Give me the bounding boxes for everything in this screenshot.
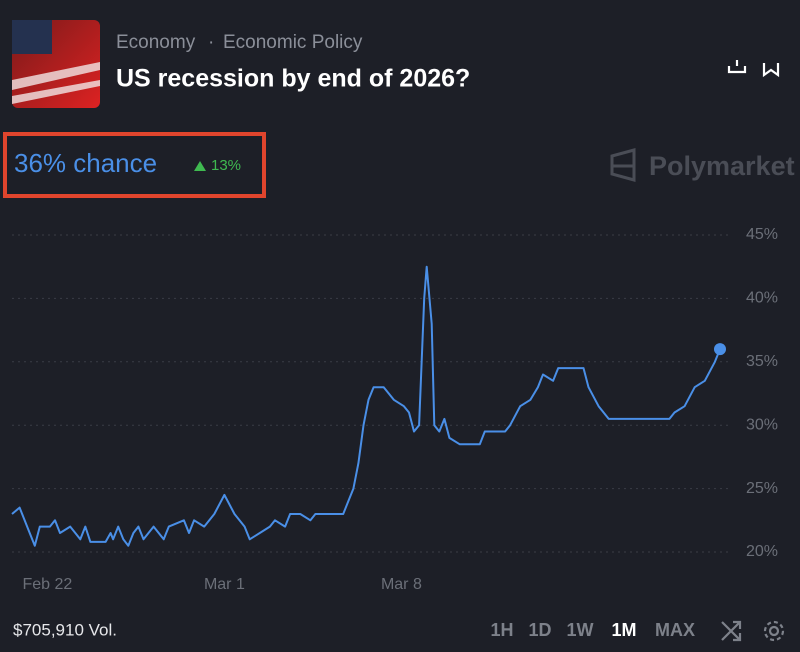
y-tick-label: 20% (746, 543, 778, 560)
brand-logo (610, 148, 636, 182)
y-tick-label: 35% (746, 353, 778, 370)
price-line (11, 265, 721, 547)
x-tick-label: Mar 1 (204, 576, 245, 593)
highlight-box (3, 132, 266, 198)
range-button[interactable]: 1D (528, 620, 551, 640)
range-button[interactable]: 1M (611, 620, 636, 640)
separator: · (208, 32, 214, 53)
current-point (714, 343, 726, 356)
y-tick-label: 45% (746, 226, 778, 243)
up-arrow (194, 161, 206, 171)
change: 13% (211, 157, 241, 174)
category[interactable]: Economy (116, 32, 196, 53)
y-tick-label: 40% (746, 290, 778, 307)
range-button[interactable]: MAX (655, 620, 695, 640)
range-button[interactable]: 1W (567, 620, 594, 640)
volume: $705,910 Vol. (13, 620, 117, 639)
settings-icon[interactable] (763, 620, 785, 642)
bookmark-icon[interactable] (762, 63, 780, 78)
x-tick-label: Mar 8 (381, 576, 422, 593)
range-button[interactable]: 1H (490, 620, 513, 640)
share-icon[interactable] (727, 60, 747, 74)
brand: Polymarket (649, 151, 795, 181)
market-title: US recession by end of 2026? (116, 65, 470, 93)
y-tick-label: 30% (746, 416, 778, 433)
range-buttons: 1H 1D 1W 1M MAX (490, 620, 695, 640)
subcategory[interactable]: Economic Policy (223, 32, 363, 53)
x-tick-label: Feb 22 (22, 576, 72, 593)
shuffle-icon[interactable] (721, 620, 742, 642)
thumbnail (12, 20, 100, 108)
chance: 36% chance (14, 148, 157, 178)
chart: 20% 25% 30% 35% 40% 45% Feb 22 Mar 1 Mar 8 (11, 226, 778, 593)
y-tick-label: 25% (746, 480, 778, 497)
